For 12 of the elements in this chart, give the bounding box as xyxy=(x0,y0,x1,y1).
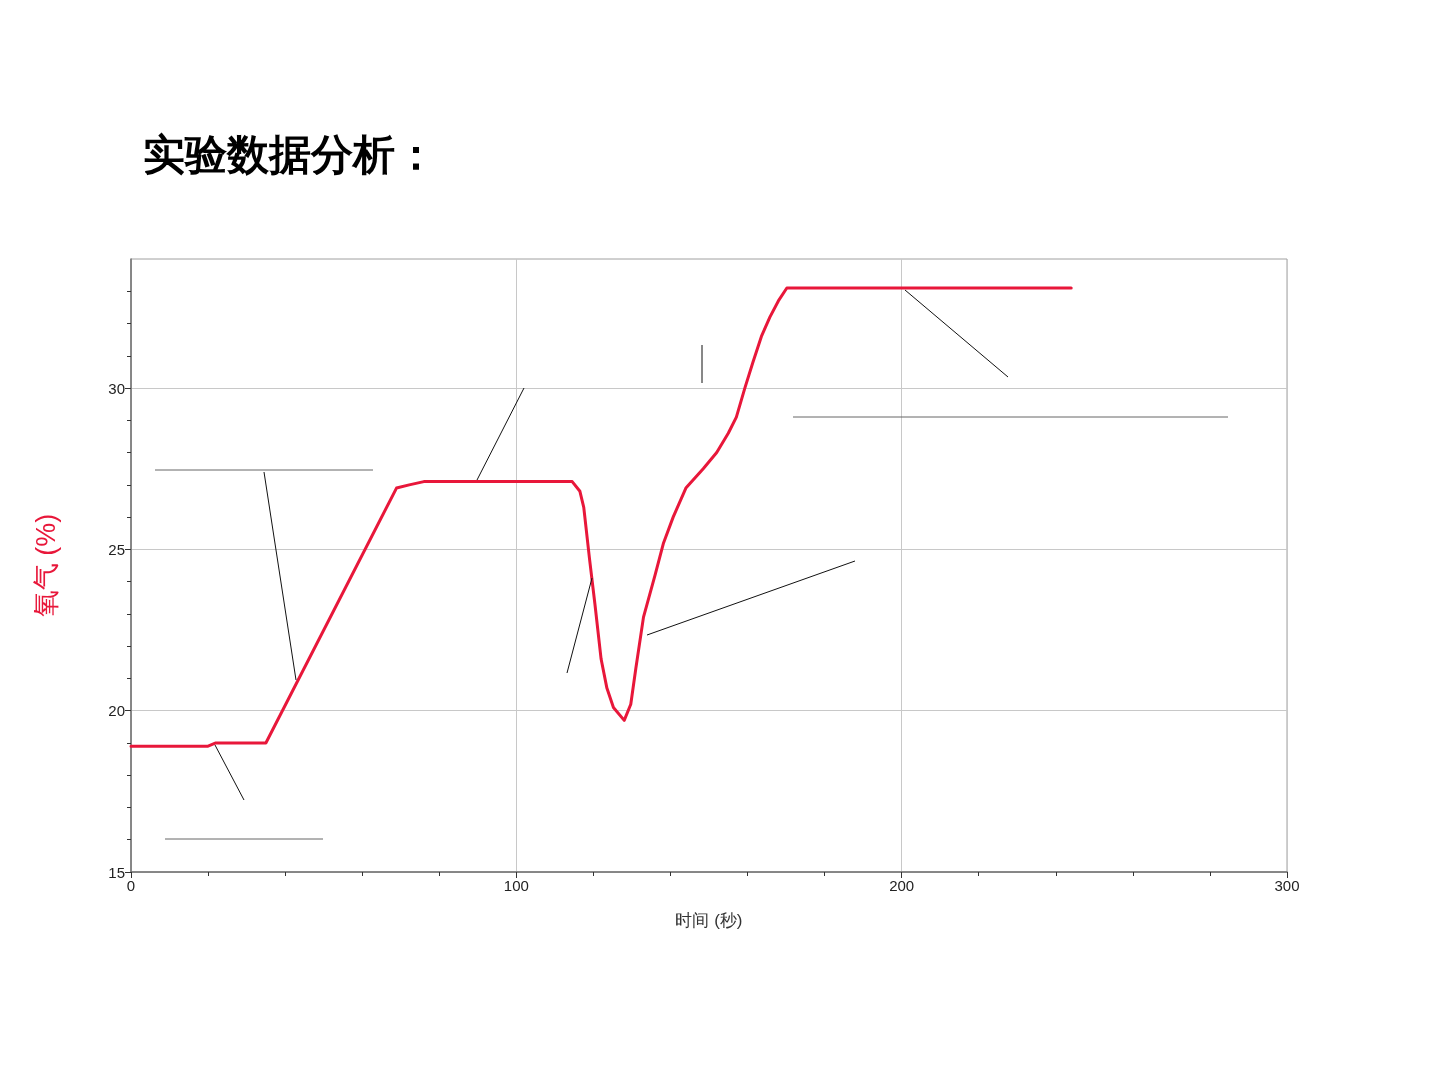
y-tick-label: 30 xyxy=(108,379,125,397)
y-tick-label: 25 xyxy=(108,540,125,558)
x-axis-title: 时间 (秒) xyxy=(675,911,743,930)
x-tick-label: 100 xyxy=(503,877,529,894)
line-series xyxy=(129,286,1073,748)
x-tick-label: 200 xyxy=(889,877,915,894)
y-tick-label: 15 xyxy=(108,863,125,881)
y-tick-label: 20 xyxy=(108,702,125,720)
x-tick-label: 300 xyxy=(1274,877,1300,894)
y-axis-title: 氧气 (%) xyxy=(30,513,61,618)
chart-title: 实验数据分析： xyxy=(143,129,437,179)
x-tick-label: 0 xyxy=(126,877,136,894)
